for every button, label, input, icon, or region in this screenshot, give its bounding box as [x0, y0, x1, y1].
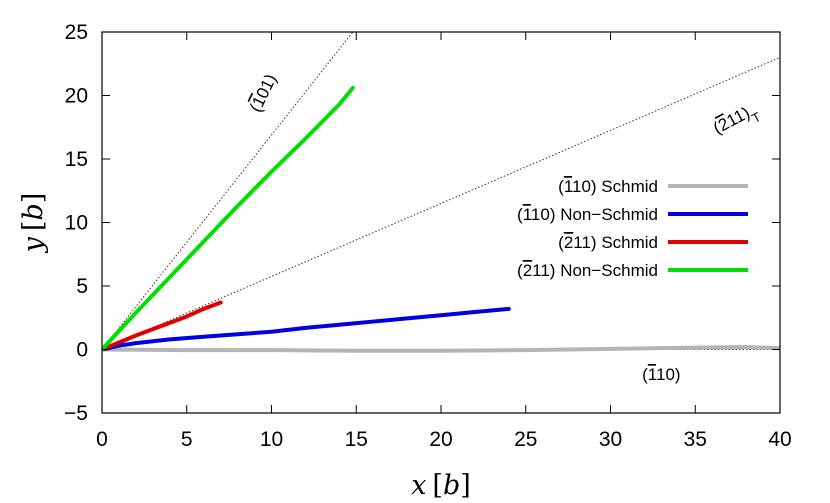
x-tick-label: 0: [96, 428, 108, 451]
x-axis-label: x [b]: [411, 470, 471, 501]
y-axis-label: y[b]: [18, 193, 49, 254]
x-tick-label: 10: [260, 428, 283, 451]
y-tick-label: 15: [65, 148, 88, 171]
plot-frame: [101, 31, 781, 414]
reference-line-0: [102, 32, 354, 350]
annotation-a101: (101): [246, 71, 280, 115]
y-tick-label: 10: [65, 212, 88, 235]
legend-label-0: (110) Schmid: [558, 177, 658, 196]
y-axis: −5 0 5 10 15 20 25: [64, 21, 780, 425]
y-tick-label: 5: [76, 275, 88, 298]
annotation-a110: (110): [642, 365, 680, 384]
legend: (110) Schmid (110) Non−Schmid (211) Schmid…: [517, 177, 748, 280]
x-tick-label: 15: [345, 428, 368, 451]
x-tick-label: 40: [768, 428, 791, 451]
series-line-0: [102, 344, 780, 353]
series-lines: [102, 85, 780, 353]
y-tick-label: 20: [65, 85, 88, 108]
x-tick-label: 20: [429, 428, 452, 451]
series-line-1: [102, 306, 511, 352]
reference-line-1: [102, 56, 780, 350]
reference-lines: [102, 32, 780, 350]
x-tick-label: 30: [599, 428, 622, 451]
series-line-3: [102, 85, 355, 352]
legend-label-2: (211) Schmid: [558, 233, 658, 252]
legend-label-3: (211) Non−Schmid: [517, 261, 658, 280]
overbar-digit: 1: [564, 177, 573, 196]
overbar-digit: 1: [648, 365, 657, 384]
x-tick-label: 35: [684, 428, 707, 451]
overbar-digit: 1: [523, 205, 532, 224]
y-tick-label: −5: [64, 402, 88, 425]
series-line-2: [102, 300, 223, 352]
overbar-digit: 2: [523, 261, 532, 280]
x-axis: 0 5 10 15 20 25 30 35 40: [96, 32, 792, 451]
x-tick-label: 25: [514, 428, 537, 451]
subscript: T: [749, 109, 763, 126]
x-tick-label: 5: [181, 428, 193, 451]
legend-label-1: (110) Non−Schmid: [517, 205, 658, 224]
y-tick-label: 25: [65, 21, 88, 44]
overbar-digit: 2: [564, 233, 573, 252]
annotation-a211T: (211)T: [710, 99, 763, 143]
y-tick-label: 0: [76, 339, 88, 362]
